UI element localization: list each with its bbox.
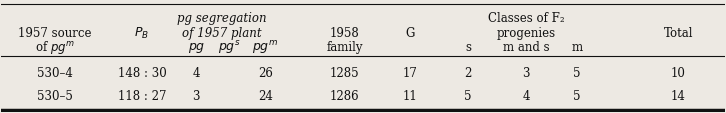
- Text: 5: 5: [465, 89, 472, 102]
- Text: 5: 5: [573, 67, 581, 80]
- Text: 3: 3: [522, 67, 530, 80]
- Text: s: s: [465, 41, 471, 54]
- Text: $\mathit{pg}^{\mathit{m}}$: $\mathit{pg}^{\mathit{m}}$: [252, 39, 278, 56]
- Text: 118 : 27: 118 : 27: [118, 89, 166, 102]
- Text: 4: 4: [522, 89, 530, 102]
- Text: 530–4: 530–4: [37, 67, 73, 80]
- Text: Classes of F₂: Classes of F₂: [488, 12, 564, 25]
- Text: 14: 14: [671, 89, 685, 102]
- Text: 17: 17: [403, 67, 417, 80]
- Text: $\mathit{pg}^{\mathit{s}}$: $\mathit{pg}^{\mathit{s}}$: [218, 39, 240, 56]
- Text: $\mathit{pg}$: $\mathit{pg}$: [187, 41, 205, 54]
- Text: Total: Total: [664, 27, 693, 40]
- Text: m and s: m and s: [502, 41, 550, 54]
- Text: 10: 10: [671, 67, 685, 80]
- Text: 2: 2: [465, 67, 472, 80]
- Text: 1958: 1958: [330, 27, 360, 40]
- Text: 26: 26: [258, 67, 273, 80]
- Text: 1285: 1285: [330, 67, 359, 80]
- Text: 1286: 1286: [330, 89, 359, 102]
- Text: 11: 11: [403, 89, 417, 102]
- Text: of $\mathit{pg}^{\mathit{m}}$: of $\mathit{pg}^{\mathit{m}}$: [35, 39, 75, 56]
- Text: 530–5: 530–5: [37, 89, 73, 102]
- Text: of 1957 plant: of 1957 plant: [182, 27, 261, 40]
- Text: 148 : 30: 148 : 30: [118, 67, 166, 80]
- Text: 4: 4: [192, 67, 200, 80]
- Text: G: G: [405, 27, 415, 40]
- Text: 24: 24: [258, 89, 273, 102]
- Text: 1957 source: 1957 source: [18, 27, 91, 40]
- Text: $\mathit{P}_{\mathit{B}}$: $\mathit{P}_{\mathit{B}}$: [134, 26, 150, 41]
- Text: m: m: [571, 41, 582, 54]
- Text: 3: 3: [192, 89, 200, 102]
- Text: pg segregation: pg segregation: [177, 12, 266, 25]
- Text: family: family: [327, 41, 363, 54]
- Text: progenies: progenies: [497, 27, 555, 40]
- Text: 5: 5: [573, 89, 581, 102]
